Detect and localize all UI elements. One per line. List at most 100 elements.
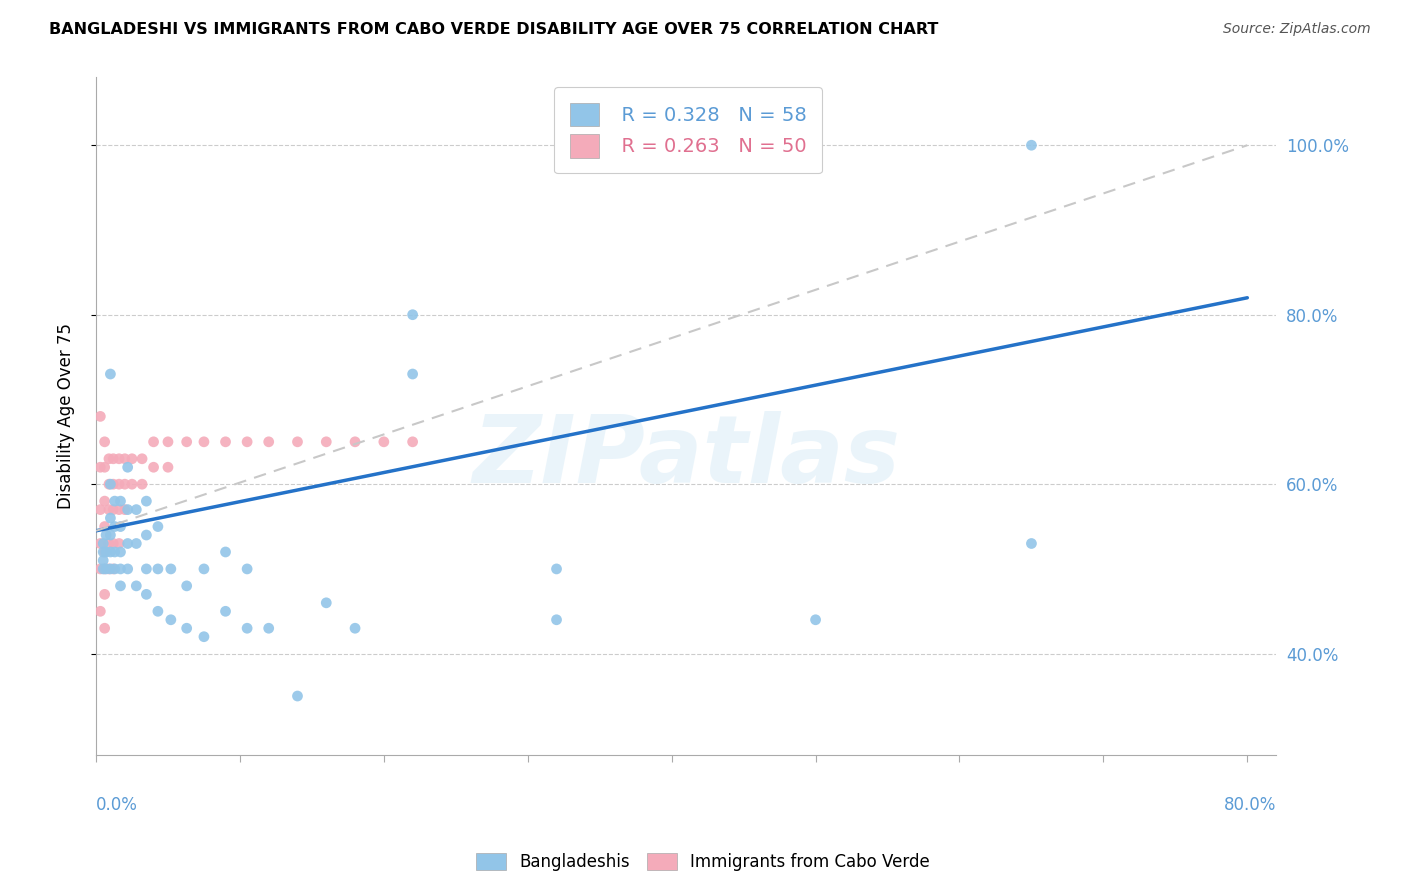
Point <box>117 562 139 576</box>
Point <box>104 562 127 576</box>
Point <box>804 613 827 627</box>
Point <box>117 460 139 475</box>
Point <box>89 409 111 424</box>
Point <box>91 562 114 576</box>
Point <box>125 502 148 516</box>
Point <box>110 545 132 559</box>
Point <box>146 562 169 576</box>
Point <box>146 604 169 618</box>
Point <box>401 367 423 381</box>
Point <box>103 562 125 576</box>
Point <box>117 502 139 516</box>
Point <box>214 604 236 618</box>
Point <box>94 562 117 576</box>
Point <box>103 502 125 516</box>
Point <box>160 562 183 576</box>
Point <box>110 562 132 576</box>
Point <box>176 434 198 449</box>
Point <box>135 562 157 576</box>
Point <box>315 434 337 449</box>
Point <box>91 553 114 567</box>
Point <box>98 477 121 491</box>
Point <box>315 596 337 610</box>
Point <box>142 460 165 475</box>
Point <box>236 434 259 449</box>
Point <box>160 613 183 627</box>
Point <box>91 545 114 559</box>
Text: 80.0%: 80.0% <box>1223 796 1277 814</box>
Point <box>100 545 122 559</box>
Point <box>114 502 136 516</box>
Point <box>344 434 367 449</box>
Point <box>108 536 131 550</box>
Point <box>236 621 259 635</box>
Point <box>98 502 121 516</box>
Point <box>114 451 136 466</box>
Point <box>135 587 157 601</box>
Point <box>103 477 125 491</box>
Point <box>373 434 395 449</box>
Point <box>193 562 215 576</box>
Point <box>257 434 280 449</box>
Point <box>89 604 111 618</box>
Point <box>142 434 165 449</box>
Point <box>546 613 568 627</box>
Point <box>176 621 198 635</box>
Point <box>401 434 423 449</box>
Text: ZIPatlas: ZIPatlas <box>472 411 900 503</box>
Point <box>135 494 157 508</box>
Point <box>93 621 115 635</box>
Point <box>93 562 115 576</box>
Point <box>89 460 111 475</box>
Point <box>93 519 115 533</box>
Legend: Bangladeshis, Immigrants from Cabo Verde: Bangladeshis, Immigrants from Cabo Verde <box>468 845 938 880</box>
Point <box>100 511 122 525</box>
Point <box>156 434 179 449</box>
Point <box>108 477 131 491</box>
Text: BANGLADESHI VS IMMIGRANTS FROM CABO VERDE DISABILITY AGE OVER 75 CORRELATION CHA: BANGLADESHI VS IMMIGRANTS FROM CABO VERD… <box>49 22 939 37</box>
Point <box>193 434 215 449</box>
Point <box>1021 138 1043 153</box>
Point <box>108 502 131 516</box>
Point <box>146 519 169 533</box>
Point <box>104 494 127 508</box>
Point <box>98 451 121 466</box>
Point <box>94 528 117 542</box>
Point <box>100 477 122 491</box>
Point <box>125 579 148 593</box>
Point <box>193 630 215 644</box>
Y-axis label: Disability Age Over 75: Disability Age Over 75 <box>58 324 75 509</box>
Point <box>100 562 122 576</box>
Point <box>287 434 309 449</box>
Point <box>104 519 127 533</box>
Point <box>156 460 179 475</box>
Point <box>93 434 115 449</box>
Legend:   R = 0.328   N = 58,   R = 0.263   N = 50: R = 0.328 N = 58, R = 0.263 N = 50 <box>554 87 823 174</box>
Point <box>287 689 309 703</box>
Point <box>103 536 125 550</box>
Point <box>98 562 121 576</box>
Point <box>236 562 259 576</box>
Point <box>89 502 111 516</box>
Point <box>257 621 280 635</box>
Point <box>98 536 121 550</box>
Point <box>93 587 115 601</box>
Point <box>110 494 132 508</box>
Point <box>121 477 143 491</box>
Text: 0.0%: 0.0% <box>96 796 138 814</box>
Point <box>117 536 139 550</box>
Point <box>100 367 122 381</box>
Point <box>401 308 423 322</box>
Point <box>1021 536 1043 550</box>
Point <box>100 528 122 542</box>
Point <box>131 477 153 491</box>
Point <box>214 434 236 449</box>
Point <box>89 536 111 550</box>
Point <box>344 621 367 635</box>
Point <box>89 562 111 576</box>
Point <box>104 545 127 559</box>
Point <box>176 579 198 593</box>
Point <box>103 451 125 466</box>
Point <box>93 460 115 475</box>
Point <box>108 451 131 466</box>
